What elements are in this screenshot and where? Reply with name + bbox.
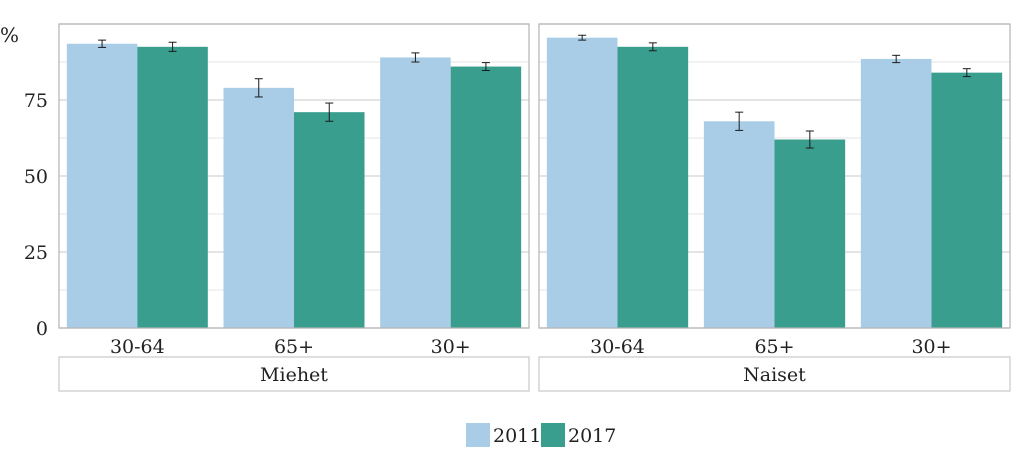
error-bar (648, 42, 657, 52)
x-tick-label: 30+ (431, 336, 471, 358)
y-axis-unit-label: % (0, 23, 19, 47)
bar (931, 72, 1003, 328)
error-bar (481, 62, 490, 72)
y-tick-label: 75 (24, 90, 48, 112)
x-tick-label: 30-64 (110, 336, 165, 358)
x-tick-label: 30-64 (590, 336, 645, 358)
bar (380, 57, 451, 328)
x-tick-label: 65+ (754, 336, 794, 358)
y-tick-label: 0 (36, 318, 48, 340)
error-bar (578, 34, 587, 41)
facet-strip (58, 356, 530, 392)
facet-panel: 30-64 65+ 30+ Miehet (58, 23, 530, 392)
legend-label: 2017 (568, 425, 616, 447)
facet-label: Naiset (743, 364, 806, 386)
error-bar (411, 52, 420, 63)
y-tick-label: 25 (24, 242, 48, 264)
error-bar (962, 68, 971, 78)
facet-label: Miehet (260, 364, 328, 386)
facet-panel: 30-64 65+ 30+ Naiset (538, 23, 1011, 392)
error-bar (325, 102, 334, 122)
x-tick-label: 65+ (274, 336, 314, 358)
error-bar (98, 39, 107, 48)
error-bar (735, 111, 744, 131)
bar (546, 37, 618, 329)
facet-panels: 0 25 50 75 30-64 65+ 30+ Miehet 30-64 65+ 30+ Naise… (24, 23, 1011, 392)
legend-label: 2011 (493, 425, 541, 447)
bar (294, 112, 365, 328)
x-tick-label: 30+ (911, 336, 951, 358)
panel-border (58, 23, 530, 329)
bar (703, 121, 775, 328)
error-bar (254, 78, 263, 98)
legend-swatch (466, 423, 490, 447)
facet-strip (538, 356, 1011, 392)
legend-swatch (541, 423, 565, 447)
bar (774, 139, 846, 328)
y-tick-label: 50 (24, 166, 48, 188)
legend: 2011 2017 (466, 423, 616, 447)
bar (450, 66, 522, 328)
bar (66, 43, 138, 328)
bar (137, 46, 208, 329)
error-bar (892, 54, 901, 64)
panel-border (538, 23, 1011, 329)
bar (617, 46, 689, 329)
bar (860, 58, 932, 329)
error-bar (805, 130, 814, 149)
bar (223, 87, 294, 328)
error-bar (168, 41, 177, 52)
